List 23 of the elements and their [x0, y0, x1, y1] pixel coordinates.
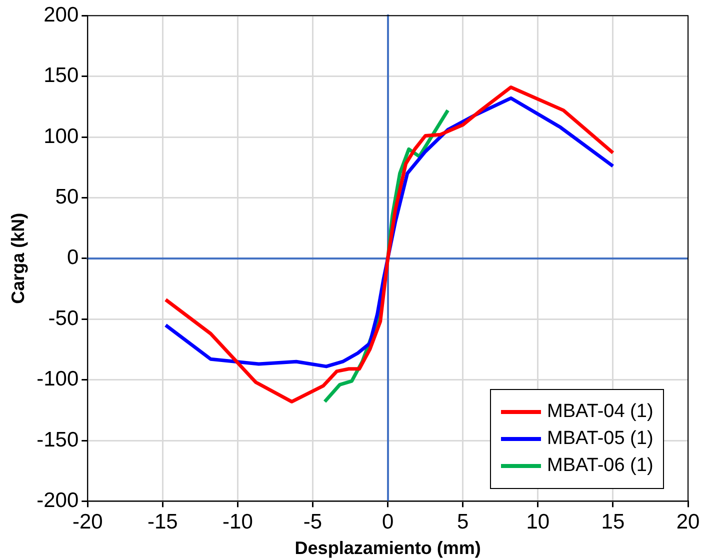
y-tick-label: 50: [55, 185, 79, 208]
x-axis-title: Desplazamiento (mm): [294, 538, 481, 558]
x-tick-label: -15: [147, 510, 178, 534]
legend-label: MBAT-05 (1): [547, 428, 654, 450]
y-tick-label: 200: [44, 3, 79, 26]
x-tick-label: -5: [303, 510, 322, 534]
x-tick-label: -20: [72, 510, 103, 534]
x-tick-label: 10: [526, 510, 550, 534]
y-tick-label: -150: [36, 428, 79, 452]
legend-label: MBAT-06 (1): [547, 455, 654, 478]
x-tick-label: 20: [676, 510, 700, 534]
y-axis-title: Carga (kN): [8, 212, 28, 304]
y-tick-label: 0: [66, 246, 79, 270]
y-tick-label: -50: [48, 306, 79, 330]
x-tick-label: 5: [457, 510, 469, 534]
legend-label: MBAT-04 (1): [547, 401, 654, 424]
x-tick-label: 15: [601, 510, 625, 534]
y-tick-label: -100: [36, 368, 79, 391]
x-tick-label: 0: [382, 510, 394, 534]
x-tick-label: -10: [222, 510, 253, 534]
y-tick-label: 150: [44, 64, 79, 88]
y-tick-label: -200: [36, 488, 79, 512]
y-tick-label: 100: [44, 124, 79, 148]
